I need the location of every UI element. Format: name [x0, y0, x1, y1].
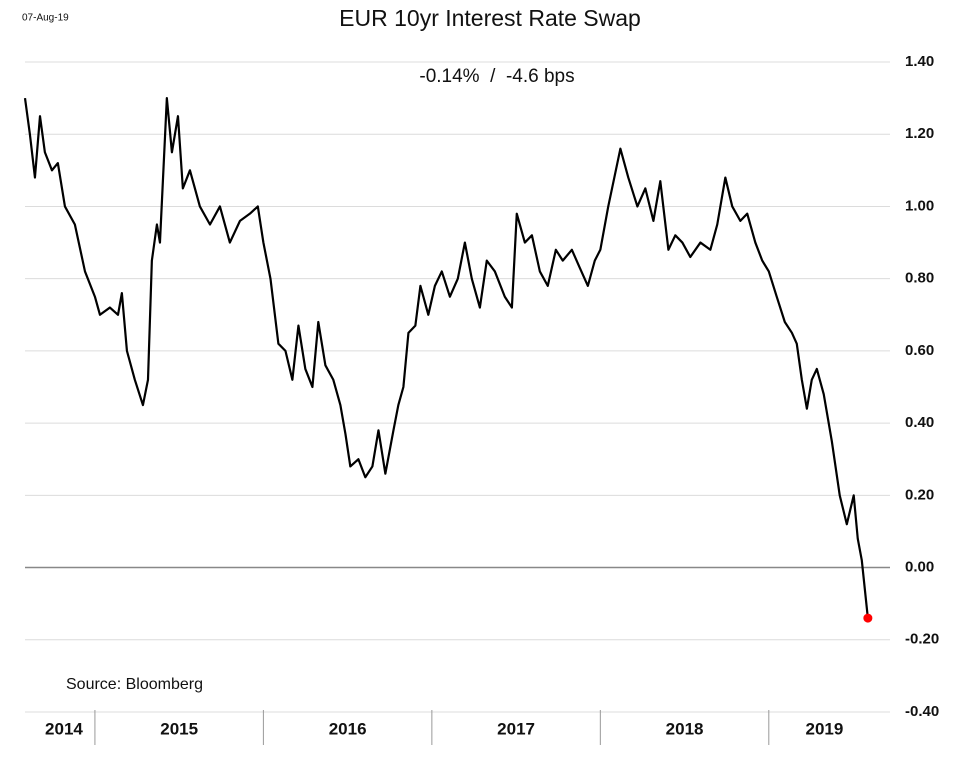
y-tick-label: 0.40 [905, 414, 934, 431]
x-tick-label: 2018 [666, 719, 704, 738]
y-tick-label: -0.40 [905, 703, 939, 720]
x-tick-label: 2019 [805, 719, 843, 738]
x-tick-label: 2014 [45, 719, 83, 738]
x-tick-label: 2016 [329, 719, 367, 738]
y-tick-label: 0.80 [905, 270, 934, 287]
y-tick-label: -0.20 [905, 631, 939, 648]
y-tick-label: 0.60 [905, 342, 934, 359]
rate-line [23, 97, 869, 619]
x-tick-label: 2017 [497, 719, 535, 738]
date-label: 07-Aug-19 [22, 13, 69, 24]
y-tick-label: 0.00 [905, 559, 934, 576]
y-tick-label: 1.00 [905, 197, 934, 214]
y-tick-label: 0.20 [905, 486, 934, 503]
chart-title: EUR 10yr Interest Rate Swap [339, 5, 641, 31]
y-tick-label: 1.40 [905, 53, 934, 70]
y-tick-label: 1.20 [905, 125, 934, 142]
source-note: Source: Bloomberg [66, 676, 203, 693]
x-tick-label: 2015 [160, 719, 198, 738]
chart-subtitle: -0.14% / -4.6 bps [419, 66, 574, 87]
last-point [863, 613, 873, 623]
